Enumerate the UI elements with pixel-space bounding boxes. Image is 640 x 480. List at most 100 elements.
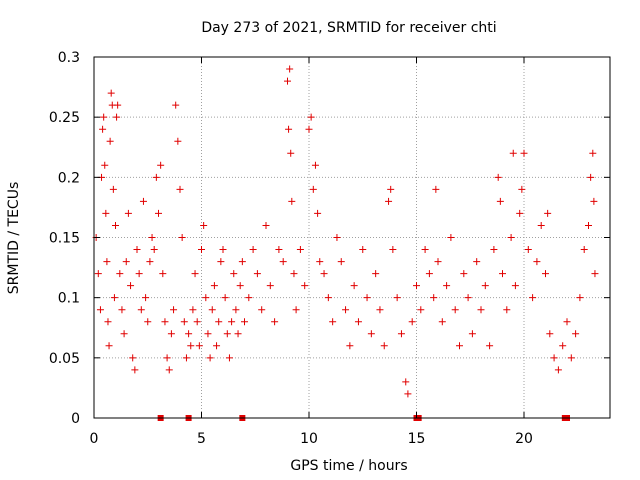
data-point <box>580 246 588 254</box>
data-point <box>253 270 261 278</box>
data-point <box>135 270 143 278</box>
data-point <box>591 270 599 278</box>
data-point <box>425 270 433 278</box>
data-point <box>496 197 504 205</box>
data-point <box>236 282 244 290</box>
data-point <box>307 113 315 121</box>
data-point <box>544 209 552 217</box>
data-point <box>367 330 375 338</box>
data-point <box>417 306 425 314</box>
data-point <box>468 330 476 338</box>
data-point <box>271 318 279 326</box>
data-point <box>524 246 532 254</box>
data-point <box>124 209 132 217</box>
data-point <box>311 161 319 169</box>
data-point <box>494 173 502 181</box>
data-point <box>163 354 171 362</box>
data-point <box>225 354 233 362</box>
y-tick-label: 0.05 <box>49 351 80 367</box>
data-point <box>537 221 545 229</box>
data-point <box>329 318 337 326</box>
data-point <box>104 318 112 326</box>
data-point <box>137 306 145 314</box>
data-point <box>359 246 367 254</box>
data-point <box>520 149 528 157</box>
data-point <box>572 330 580 338</box>
data-point <box>546 330 554 338</box>
data-point <box>219 246 227 254</box>
x-tick-label: 0 <box>90 431 99 447</box>
data-point <box>213 342 221 350</box>
data-point <box>421 246 429 254</box>
data-point <box>372 270 380 278</box>
data-point <box>234 330 242 338</box>
data-point <box>404 390 412 398</box>
data-point <box>292 306 300 314</box>
data-point <box>511 282 519 290</box>
data-point <box>413 282 420 290</box>
data-point <box>208 306 216 314</box>
data-point <box>402 378 410 386</box>
data-point <box>191 270 199 278</box>
data-point <box>238 258 246 266</box>
data-point <box>189 306 197 314</box>
data-point <box>122 258 130 266</box>
data-point <box>301 282 309 290</box>
data-point <box>314 209 322 217</box>
data-point <box>408 318 416 326</box>
data-point <box>215 318 223 326</box>
data-point <box>324 294 332 302</box>
data-point <box>337 258 345 266</box>
y-tick-labels: 0 0.05 0.1 0.15 0.2 0.25 0.3 <box>49 50 80 427</box>
data-point <box>443 282 451 290</box>
data-point <box>387 185 395 193</box>
data-point <box>447 234 455 241</box>
y-tick-label: 0 <box>71 411 80 427</box>
data-point <box>200 221 208 229</box>
data-point <box>438 318 446 326</box>
data-point <box>113 113 121 121</box>
data-point <box>363 294 371 302</box>
data-point <box>152 173 160 181</box>
data-point <box>354 318 362 326</box>
data-point <box>266 282 274 290</box>
data-point <box>120 330 128 338</box>
data-point <box>217 258 225 266</box>
data-point <box>305 125 313 133</box>
data-point <box>94 270 102 278</box>
data-point <box>279 258 287 266</box>
x-tick-label: 5 <box>197 431 206 447</box>
data-point <box>204 330 212 338</box>
data-point <box>150 246 158 254</box>
data-point <box>499 270 506 278</box>
data-point <box>380 342 388 350</box>
data-point <box>550 354 558 362</box>
data-point <box>105 342 113 350</box>
y-tick-label: 0.3 <box>58 50 80 66</box>
data-point <box>342 306 350 314</box>
data-point <box>284 77 291 85</box>
data-point <box>389 246 397 254</box>
data-point <box>206 354 214 362</box>
data-point <box>397 330 405 338</box>
data-point <box>210 282 218 290</box>
data-point <box>148 234 156 241</box>
data-point <box>230 270 238 278</box>
data-point <box>131 366 139 374</box>
x-tick-labels: 0 5 10 15 20 <box>90 431 533 447</box>
data-point <box>432 185 440 193</box>
data-point <box>185 330 193 338</box>
data-point <box>590 197 598 205</box>
data-point <box>516 209 524 217</box>
data-point <box>172 101 180 109</box>
data-point <box>155 209 162 217</box>
data-point <box>110 294 118 302</box>
data-point <box>193 318 201 326</box>
data-point <box>509 149 517 157</box>
data-point <box>223 330 231 338</box>
data-point <box>195 342 203 350</box>
data-point <box>202 294 210 302</box>
data-point <box>174 137 182 145</box>
data-point <box>187 342 195 350</box>
